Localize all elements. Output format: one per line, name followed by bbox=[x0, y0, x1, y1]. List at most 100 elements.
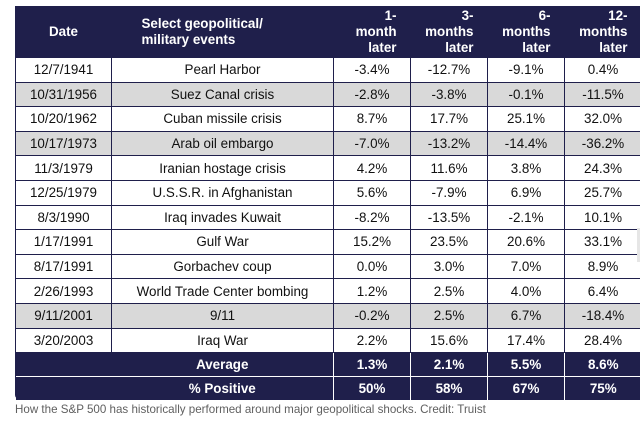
cell-event: World Trade Center bombing bbox=[111, 278, 334, 304]
summary-average-12-months: 8.6% bbox=[564, 352, 640, 377]
cell-6-months: 25.1% bbox=[487, 106, 565, 132]
cell-1-month: -8.2% bbox=[333, 205, 411, 231]
table-row: 8/17/1991 Gorbachev coup 0.0% 3.0% 7.0% … bbox=[15, 254, 640, 280]
cell-date: 11/3/1979 bbox=[15, 155, 112, 181]
cell-event: Suez Canal crisis bbox=[111, 82, 334, 108]
cell-1-month: -7.0% bbox=[333, 131, 411, 157]
cell-12-months: 8.9% bbox=[564, 254, 640, 280]
summary-row-average: Average 1.3% 2.1% 5.5% 8.6% bbox=[15, 352, 640, 377]
header-6-months-label: 6- months later bbox=[502, 8, 551, 55]
cell-1-month: -0.2% bbox=[333, 303, 411, 329]
table-row: 8/3/1990 Iraq invades Kuwait -8.2% -13.5… bbox=[15, 205, 640, 231]
cell-6-months: 3.8% bbox=[487, 155, 565, 181]
header-row: Date Select geopolitical/ military event… bbox=[15, 6, 640, 58]
cell-date: 9/11/2001 bbox=[15, 303, 112, 329]
table-row: 12/25/1979 U.S.S.R. in Afghanistan 5.6% … bbox=[15, 180, 640, 206]
summary-positive-12-months: 75% bbox=[564, 376, 640, 401]
table-row: 10/20/1962 Cuban missile crisis 8.7% 17.… bbox=[15, 106, 640, 132]
summary-average-1-month: 1.3% bbox=[333, 352, 411, 377]
cell-3-months: 23.5% bbox=[410, 229, 488, 255]
cell-1-month: 8.7% bbox=[333, 106, 411, 132]
cell-3-months: 2.5% bbox=[410, 303, 488, 329]
table-row: 11/3/1979 Iranian hostage crisis 4.2% 11… bbox=[15, 155, 640, 181]
cell-12-months: -11.5% bbox=[564, 82, 640, 108]
summary-positive-3-months: 58% bbox=[410, 376, 488, 401]
summary-row-positive: % Positive 50% 58% 67% 75% bbox=[15, 376, 640, 401]
table-body: 12/7/1941 Pearl Harbor -3.4% -12.7% -9.1… bbox=[15, 58, 640, 354]
cell-6-months: 20.6% bbox=[487, 229, 565, 255]
cell-12-months: -36.2% bbox=[564, 131, 640, 157]
cell-event: 9/11 bbox=[111, 303, 334, 329]
header-3-months-label: 3- months later bbox=[425, 8, 474, 55]
cell-1-month: -3.4% bbox=[333, 58, 411, 83]
cell-6-months: 6.9% bbox=[487, 180, 565, 206]
table-row: 9/11/2001 9/11 -0.2% 2.5% 6.7% -18.4% bbox=[15, 303, 640, 329]
summary-average-label: Average bbox=[111, 352, 334, 377]
table-row: 2/26/1993 World Trade Center bombing 1.2… bbox=[15, 278, 640, 304]
summary-blank-cell bbox=[15, 352, 112, 377]
summary-positive-1-month: 50% bbox=[333, 376, 411, 401]
cell-6-months: -14.4% bbox=[487, 131, 565, 157]
cell-12-months: 10.1% bbox=[564, 205, 640, 231]
cell-date: 10/31/1956 bbox=[15, 82, 112, 108]
table-row: 3/20/2003 Iraq War 2.2% 15.6% 17.4% 28.4… bbox=[15, 328, 640, 354]
cell-3-months: 15.6% bbox=[410, 328, 488, 354]
cell-1-month: 4.2% bbox=[333, 155, 411, 181]
cell-3-months: -13.5% bbox=[410, 205, 488, 231]
cell-12-months: 24.3% bbox=[564, 155, 640, 181]
cell-date: 12/7/1941 bbox=[15, 58, 112, 83]
cell-3-months: -3.8% bbox=[410, 82, 488, 108]
table-summary: Average 1.3% 2.1% 5.5% 8.6% % Positive 5… bbox=[15, 352, 640, 401]
cell-date: 8/17/1991 bbox=[15, 254, 112, 280]
cell-3-months: 3.0% bbox=[410, 254, 488, 280]
cell-6-months: 6.7% bbox=[487, 303, 565, 329]
cell-date: 1/17/1991 bbox=[15, 229, 112, 255]
header-12-months: 12- months later bbox=[564, 6, 640, 58]
cell-3-months: 11.6% bbox=[410, 155, 488, 181]
cell-12-months: 6.4% bbox=[564, 278, 640, 304]
cell-12-months: 25.7% bbox=[564, 180, 640, 206]
summary-positive-6-months: 67% bbox=[487, 376, 565, 401]
cell-event: Iraq invades Kuwait bbox=[111, 205, 334, 231]
scrollbar-thumb[interactable] bbox=[637, 228, 640, 262]
summary-blank-cell bbox=[15, 376, 112, 401]
cell-event: U.S.S.R. in Afghanistan bbox=[111, 180, 334, 206]
cell-date: 3/20/2003 bbox=[15, 328, 112, 354]
cell-1-month: 1.2% bbox=[333, 278, 411, 304]
summary-average-6-months: 5.5% bbox=[487, 352, 565, 377]
summary-average-3-months: 2.1% bbox=[410, 352, 488, 377]
cell-date: 8/3/1990 bbox=[15, 205, 112, 231]
image-caption: How the S&P 500 has historically perform… bbox=[15, 403, 486, 416]
header-1-month: 1- month later bbox=[333, 6, 411, 58]
geopolitical-events-table-container: Date Select geopolitical/ military event… bbox=[15, 6, 640, 401]
geopolitical-events-table: Date Select geopolitical/ military event… bbox=[15, 6, 640, 401]
cell-event: Gulf War bbox=[111, 229, 334, 255]
cell-12-months: 0.4% bbox=[564, 58, 640, 83]
table-row: 10/31/1956 Suez Canal crisis -2.8% -3.8%… bbox=[15, 82, 640, 108]
header-6-months: 6- months later bbox=[487, 6, 565, 58]
header-1-month-label: 1- month later bbox=[355, 8, 397, 55]
header-date-label: Date bbox=[48, 24, 79, 39]
header-3-months: 3- months later bbox=[410, 6, 488, 58]
cell-6-months: -2.1% bbox=[487, 205, 565, 231]
cell-event: Pearl Harbor bbox=[111, 58, 334, 83]
cell-event: Arab oil embargo bbox=[111, 131, 334, 157]
cell-1-month: 2.2% bbox=[333, 328, 411, 354]
cell-12-months: -18.4% bbox=[564, 303, 640, 329]
cell-3-months: 2.5% bbox=[410, 278, 488, 304]
cell-date: 10/17/1973 bbox=[15, 131, 112, 157]
cell-12-months: 33.1% bbox=[564, 229, 640, 255]
cell-3-months: -12.7% bbox=[410, 58, 488, 83]
cell-event: Gorbachev coup bbox=[111, 254, 334, 280]
cell-12-months: 28.4% bbox=[564, 328, 640, 354]
header-12-months-label: 12- months later bbox=[579, 8, 628, 55]
table-row: 12/7/1941 Pearl Harbor -3.4% -12.7% -9.1… bbox=[15, 58, 640, 83]
table-row: 10/17/1973 Arab oil embargo -7.0% -13.2%… bbox=[15, 131, 640, 157]
header-date: Date bbox=[15, 6, 112, 58]
cell-event: Cuban missile crisis bbox=[111, 106, 334, 132]
cell-event: Iranian hostage crisis bbox=[111, 155, 334, 181]
cell-6-months: 17.4% bbox=[487, 328, 565, 354]
table-row: 1/17/1991 Gulf War 15.2% 23.5% 20.6% 33.… bbox=[15, 229, 640, 255]
summary-positive-label: % Positive bbox=[111, 376, 334, 401]
cell-3-months: -13.2% bbox=[410, 131, 488, 157]
